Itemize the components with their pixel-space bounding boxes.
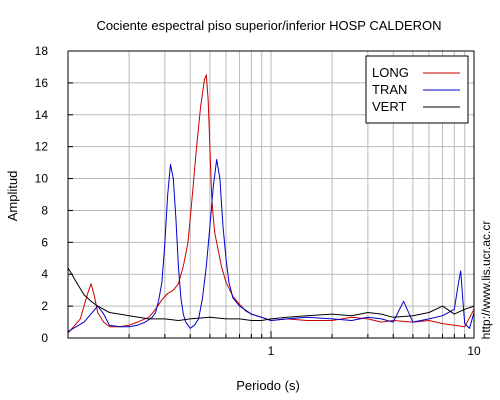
series-line-tran <box>67 158 475 333</box>
series-lines <box>67 74 475 334</box>
y-tick-label: 8 <box>41 203 48 217</box>
series-line-vert <box>67 267 475 321</box>
x-tick-label: 10 <box>467 344 481 358</box>
y-tick-label: 0 <box>41 331 48 345</box>
side-url-text: http://www.lis.ucr.ac.cr <box>479 221 493 340</box>
legend-label-vert: VERT <box>372 99 406 114</box>
legend: LONG TRAN VERT <box>365 55 469 124</box>
y-tick-label: 6 <box>41 235 48 249</box>
x-axis-label: Periodo (s) <box>236 378 300 393</box>
y-tick-label: 12 <box>35 140 49 154</box>
y-tick-label: 18 <box>35 44 49 58</box>
x-tick-label: 1 <box>268 344 275 358</box>
y-tick-label: 4 <box>41 267 48 281</box>
legend-label-long: LONG <box>372 65 409 80</box>
legend-box <box>365 55 469 124</box>
y-tick-label: 16 <box>35 76 49 90</box>
axis-ticks: 1 10 0 2 4 6 8 10 12 14 16 18 <box>35 44 481 358</box>
y-axis-label: Amplitud <box>5 171 20 222</box>
y-tick-label: 2 <box>41 299 48 313</box>
legend-label-tran: TRAN <box>372 82 407 97</box>
chart-title: Cociente espectral piso superior/inferio… <box>96 18 441 33</box>
grid <box>68 51 474 338</box>
y-tick-label: 10 <box>35 172 49 186</box>
y-tick-label: 14 <box>35 108 49 122</box>
